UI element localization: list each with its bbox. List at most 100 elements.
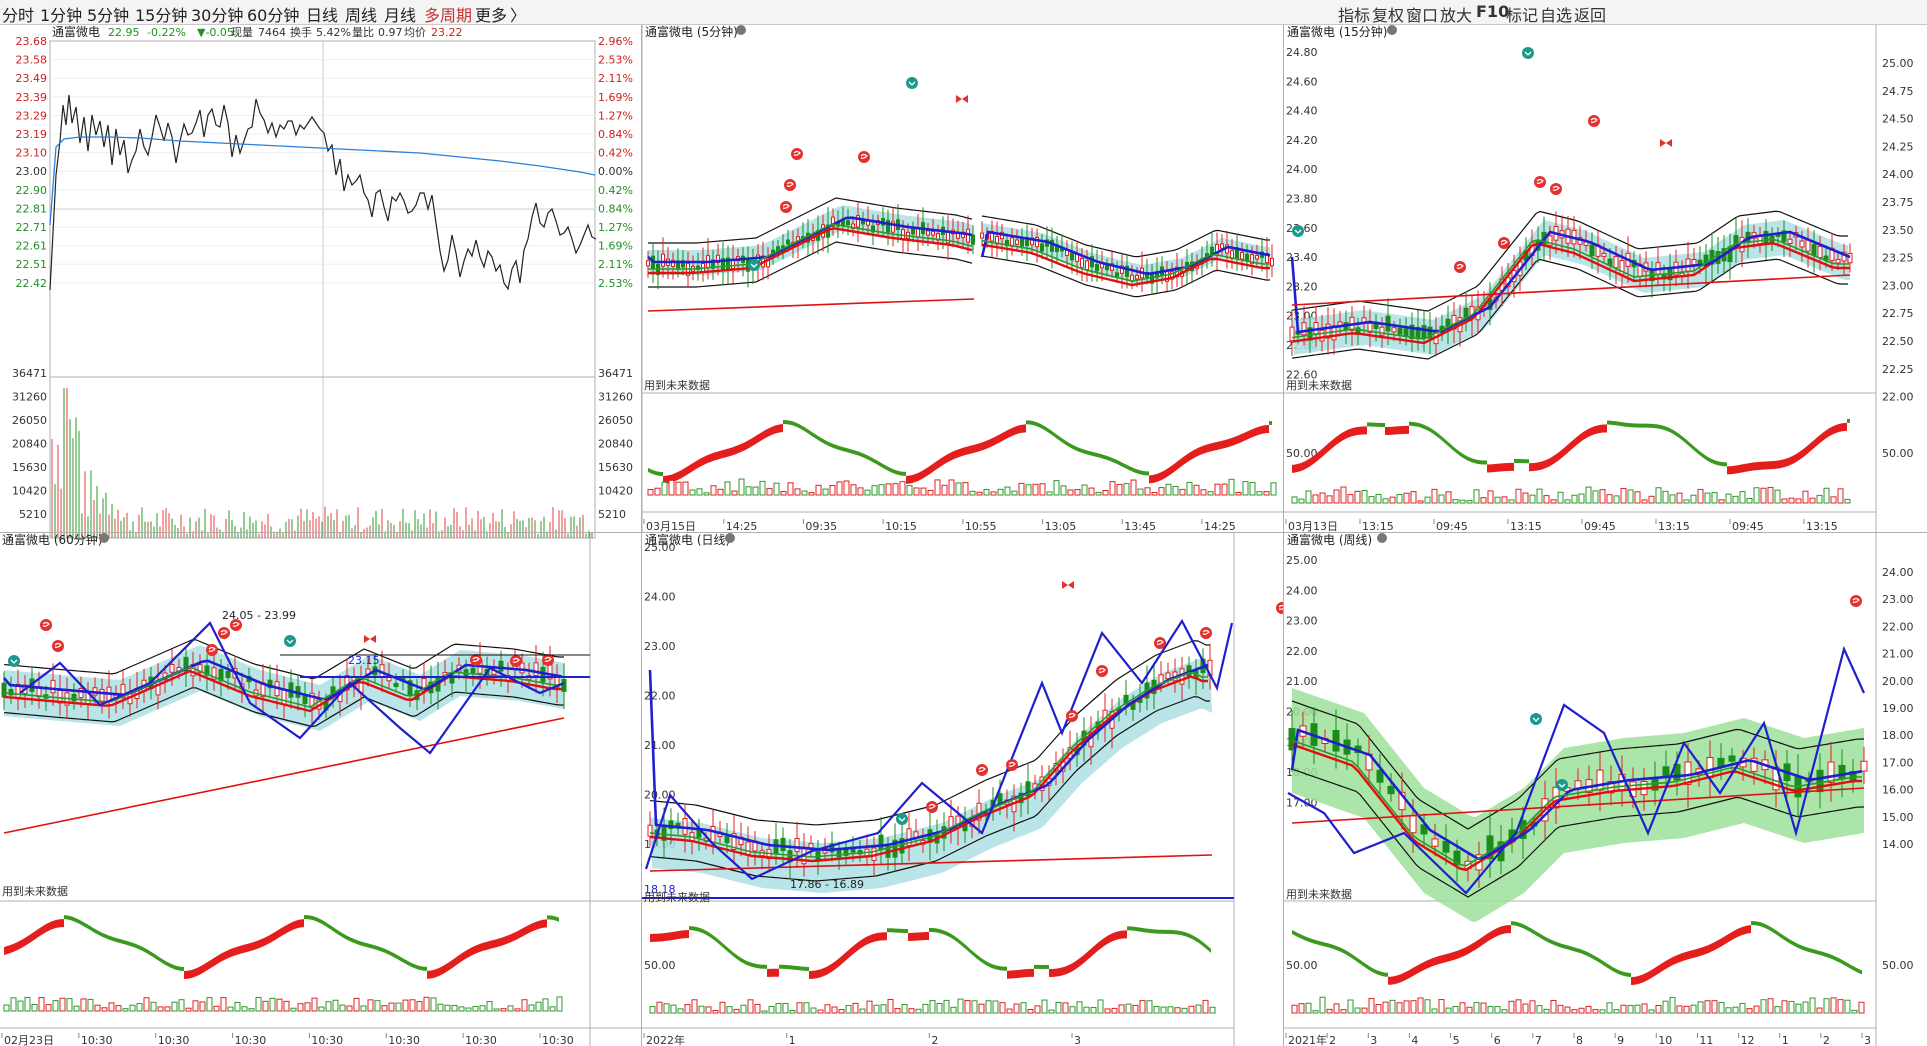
candle[interactable] <box>926 230 930 236</box>
adjust-button[interactable]: 复权 <box>1372 6 1405 25</box>
watchlist-button[interactable]: 自选 <box>1540 6 1573 25</box>
candle[interactable] <box>871 225 875 233</box>
chevron-down-icon[interactable] <box>736 25 746 35</box>
candle[interactable] <box>1332 729 1340 752</box>
tab-daily[interactable]: 日线 <box>306 6 339 25</box>
sell-signal-icon[interactable] <box>858 151 870 163</box>
candle[interactable] <box>971 234 975 245</box>
candle[interactable] <box>1403 328 1409 337</box>
candle[interactable] <box>1367 322 1373 333</box>
candle[interactable] <box>533 662 539 677</box>
candle[interactable] <box>1080 258 1084 268</box>
sell-signal-icon[interactable] <box>1200 627 1212 639</box>
chevron-down-icon[interactable] <box>725 533 735 543</box>
candle[interactable] <box>519 662 525 674</box>
candle[interactable] <box>1319 329 1325 342</box>
buy-signal-icon[interactable] <box>896 813 908 825</box>
candle[interactable] <box>671 259 675 268</box>
candle[interactable] <box>1838 764 1846 780</box>
candle[interactable] <box>1398 791 1406 811</box>
candle[interactable] <box>851 223 855 229</box>
buy-signal-icon[interactable] <box>284 635 296 647</box>
candle[interactable] <box>561 678 567 692</box>
candle[interactable] <box>1265 252 1269 264</box>
candle[interactable] <box>1020 237 1024 247</box>
sell-signal-icon[interactable] <box>1454 261 1466 273</box>
tab-15min[interactable]: 15分钟 <box>135 6 188 25</box>
sell-signal-icon[interactable] <box>1850 595 1862 607</box>
candle[interactable] <box>1255 255 1259 260</box>
candle[interactable] <box>1601 252 1607 257</box>
sell-signal-icon[interactable] <box>1154 637 1166 649</box>
candle[interactable] <box>1 682 7 698</box>
candle[interactable] <box>1817 245 1823 259</box>
candle[interactable] <box>1120 265 1124 274</box>
candle[interactable] <box>1379 326 1385 336</box>
candle[interactable] <box>281 689 287 706</box>
candle[interactable] <box>1025 781 1031 797</box>
candle[interactable] <box>1125 265 1129 277</box>
candle[interactable] <box>1040 243 1044 252</box>
candle[interactable] <box>1158 674 1164 684</box>
chart-60min[interactable]: 通富微电 (60分钟) 24.05 - 23.99 23.15 用到未来数据 0… <box>0 533 641 1046</box>
sell-signal-icon[interactable] <box>791 148 803 160</box>
candle[interactable] <box>976 802 982 821</box>
candle[interactable] <box>1105 264 1109 271</box>
candle[interactable] <box>995 236 999 245</box>
candle[interactable] <box>1115 272 1119 277</box>
candle[interactable] <box>1431 838 1439 847</box>
chart-weekly[interactable]: 通富微电 (周线) 25.0024.0023.0022.0021.0020.00… <box>1284 533 1927 1046</box>
sell-signal-icon[interactable] <box>510 655 522 667</box>
candle[interactable] <box>856 215 860 228</box>
candle[interactable] <box>891 221 895 233</box>
sell-signal-icon[interactable] <box>976 764 988 776</box>
candle[interactable] <box>169 664 175 673</box>
buy-signal-icon[interactable] <box>8 655 20 667</box>
candle[interactable] <box>1245 253 1249 261</box>
candle[interactable] <box>1070 252 1074 261</box>
candle[interactable] <box>1165 672 1171 680</box>
candle[interactable] <box>1427 326 1433 339</box>
tab-60min[interactable]: 60分钟 <box>247 6 300 25</box>
tab-5min[interactable]: 5分钟 <box>87 6 130 25</box>
sell-signal-icon[interactable] <box>470 654 482 666</box>
candle[interactable] <box>1787 238 1793 245</box>
candle[interactable] <box>1376 769 1384 783</box>
candle[interactable] <box>155 680 161 696</box>
candle[interactable] <box>1816 769 1824 793</box>
sell-signal-icon[interactable] <box>40 619 52 631</box>
candle[interactable] <box>911 228 915 235</box>
chevron-down-icon[interactable] <box>99 533 109 543</box>
sell-signal-icon[interactable] <box>1276 602 1283 614</box>
sell-signal-icon[interactable] <box>926 801 938 813</box>
sell-signal-icon[interactable] <box>1534 176 1546 188</box>
chevron-down-icon[interactable] <box>1387 25 1397 35</box>
tab-intraday[interactable]: 分时 <box>2 6 35 25</box>
f10-button[interactable]: F10 <box>1476 2 1510 21</box>
buy-signal-icon[interactable] <box>906 77 918 89</box>
candle[interactable] <box>1240 251 1244 260</box>
candle[interactable] <box>1442 840 1450 853</box>
candle[interactable] <box>1750 757 1758 772</box>
candle[interactable] <box>1301 322 1307 336</box>
candle[interactable] <box>1589 244 1595 257</box>
candle[interactable] <box>1409 324 1415 340</box>
candle[interactable] <box>1250 254 1254 265</box>
candle[interactable] <box>1728 755 1736 762</box>
sell-signal-icon[interactable] <box>1498 237 1510 249</box>
chevron-down-icon[interactable] <box>1377 533 1387 543</box>
candle[interactable] <box>780 837 786 852</box>
sell-signal-icon[interactable] <box>1006 759 1018 771</box>
candle[interactable] <box>1799 240 1805 248</box>
window-button[interactable]: 窗口 <box>1406 6 1439 25</box>
buy-signal-icon[interactable] <box>1292 225 1304 237</box>
sell-signal-icon[interactable] <box>52 640 64 652</box>
candle[interactable] <box>211 667 217 680</box>
candle[interactable] <box>1170 271 1174 280</box>
candle[interactable] <box>204 665 210 676</box>
intraday-chart[interactable]: 通富微电 22.95 -0.22% ▼-0.05 现量 7464 换手 5.42… <box>0 25 640 540</box>
candle[interactable] <box>71 693 77 702</box>
candle[interactable] <box>1673 763 1681 781</box>
candle[interactable] <box>886 220 890 233</box>
candle[interactable] <box>716 254 720 264</box>
